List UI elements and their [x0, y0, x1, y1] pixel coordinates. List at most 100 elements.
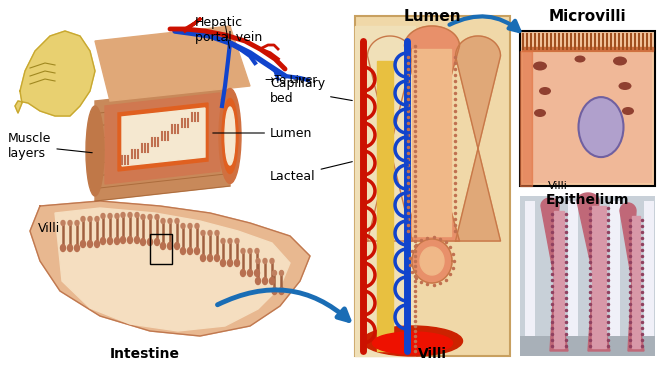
Text: Lumen: Lumen [213, 127, 312, 139]
Ellipse shape [372, 332, 453, 354]
Polygon shape [377, 61, 393, 351]
Bar [520, 31, 655, 186]
Ellipse shape [219, 89, 241, 184]
Polygon shape [632, 216, 640, 348]
Ellipse shape [228, 239, 232, 243]
Ellipse shape [68, 220, 72, 226]
Ellipse shape [221, 239, 225, 243]
Ellipse shape [270, 259, 274, 263]
Text: Villi: Villi [38, 221, 60, 234]
Ellipse shape [187, 247, 193, 255]
Ellipse shape [240, 269, 246, 276]
Bar [520, 336, 655, 356]
Ellipse shape [214, 255, 220, 262]
Text: Villi: Villi [548, 181, 568, 191]
Ellipse shape [61, 244, 65, 252]
Ellipse shape [263, 259, 267, 263]
Polygon shape [455, 36, 500, 241]
Bar [525, 201, 535, 353]
Ellipse shape [168, 219, 172, 223]
Text: →To Liver: →To Liver [265, 75, 317, 85]
Ellipse shape [100, 237, 106, 244]
Ellipse shape [135, 213, 139, 217]
Ellipse shape [228, 259, 232, 266]
Ellipse shape [201, 255, 205, 262]
Ellipse shape [147, 239, 152, 246]
Ellipse shape [222, 98, 238, 174]
Text: Hepatic
portal vein: Hepatic portal vein [195, 16, 262, 44]
Ellipse shape [75, 220, 79, 226]
Ellipse shape [234, 259, 240, 266]
Ellipse shape [255, 269, 259, 276]
Polygon shape [412, 49, 451, 236]
Ellipse shape [255, 249, 259, 253]
Ellipse shape [155, 214, 159, 220]
Ellipse shape [574, 56, 585, 62]
Ellipse shape [241, 249, 245, 253]
Text: Capillary
bed: Capillary bed [270, 77, 352, 105]
Ellipse shape [95, 217, 99, 221]
Ellipse shape [195, 247, 199, 255]
Polygon shape [30, 201, 310, 336]
Ellipse shape [613, 56, 627, 66]
Polygon shape [15, 31, 95, 116]
Ellipse shape [579, 97, 624, 157]
Ellipse shape [618, 82, 632, 90]
Ellipse shape [201, 230, 205, 236]
Ellipse shape [108, 237, 112, 244]
Text: Lacteal: Lacteal [270, 162, 352, 183]
Bar [523, 53, 652, 183]
Ellipse shape [235, 239, 239, 243]
Polygon shape [368, 36, 412, 241]
Ellipse shape [121, 213, 125, 217]
Ellipse shape [225, 107, 235, 165]
Ellipse shape [148, 214, 152, 220]
Bar [355, 16, 510, 356]
Ellipse shape [279, 288, 284, 295]
Ellipse shape [61, 220, 65, 226]
Ellipse shape [215, 230, 219, 236]
Ellipse shape [207, 255, 213, 262]
Ellipse shape [141, 214, 145, 220]
Ellipse shape [135, 236, 139, 243]
Ellipse shape [539, 87, 551, 95]
Ellipse shape [256, 259, 260, 263]
Bar [568, 201, 578, 353]
Bar [644, 201, 654, 353]
Polygon shape [620, 203, 644, 351]
Ellipse shape [114, 237, 119, 244]
Ellipse shape [88, 240, 92, 247]
Ellipse shape [168, 243, 172, 250]
Text: Villi: Villi [418, 347, 447, 361]
Ellipse shape [161, 219, 165, 223]
Ellipse shape [108, 213, 112, 219]
Ellipse shape [220, 259, 226, 266]
Ellipse shape [94, 240, 100, 247]
Ellipse shape [128, 213, 132, 217]
Ellipse shape [81, 240, 86, 247]
Polygon shape [405, 26, 459, 241]
Ellipse shape [208, 230, 212, 236]
Polygon shape [541, 198, 568, 351]
Ellipse shape [272, 288, 277, 295]
Polygon shape [520, 51, 532, 186]
Ellipse shape [175, 219, 179, 223]
Text: Lumen: Lumen [404, 9, 461, 24]
Ellipse shape [141, 239, 145, 246]
Ellipse shape [533, 62, 547, 70]
Polygon shape [554, 211, 564, 348]
Ellipse shape [273, 270, 277, 276]
Polygon shape [412, 239, 452, 283]
Bar [520, 196, 655, 356]
Ellipse shape [174, 243, 180, 250]
Text: Muscle
layers: Muscle layers [8, 132, 92, 160]
Ellipse shape [121, 236, 125, 243]
Ellipse shape [534, 109, 546, 117]
Ellipse shape [188, 223, 192, 229]
Ellipse shape [180, 247, 185, 255]
Ellipse shape [279, 270, 284, 276]
Polygon shape [577, 193, 610, 351]
Polygon shape [118, 103, 208, 171]
Ellipse shape [127, 236, 133, 243]
Ellipse shape [160, 243, 166, 250]
